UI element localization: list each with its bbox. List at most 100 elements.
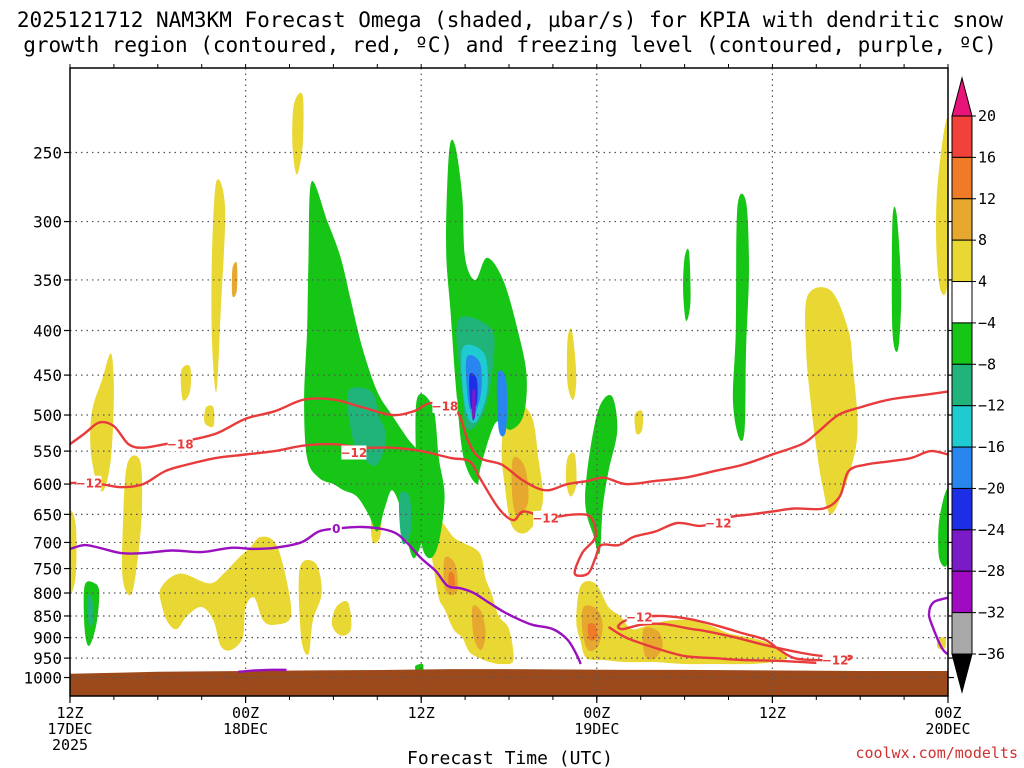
omega-region-pos12-26 xyxy=(448,571,456,590)
x-tick-label-60-0: 00Z xyxy=(934,704,961,722)
y-tick-label-800: 800 xyxy=(33,584,62,603)
y-tick-label-950: 950 xyxy=(33,649,62,668)
colorbar-box-4 xyxy=(951,281,973,324)
x-tick-label-36-0: 00Z xyxy=(583,704,610,722)
omega-region-neg4-31 xyxy=(585,395,618,555)
colorbar-box-3 xyxy=(951,239,973,283)
colorbar-label-0: 20 xyxy=(978,107,996,125)
omega-region-neg16-44 xyxy=(496,370,508,437)
purple-contour-label-0: 0 xyxy=(332,522,340,536)
colorbar-box-11 xyxy=(951,570,973,614)
y-tick-label-1000: 1000 xyxy=(23,669,62,688)
y-tick-label-900: 900 xyxy=(33,629,62,648)
x-tick-label-0-1: 17DEC xyxy=(47,720,92,738)
purple-contour-1 xyxy=(238,668,287,673)
omega-region-pos4-2 xyxy=(211,179,226,393)
colorbar-label-9: −20 xyxy=(978,479,1005,497)
x-tick-label-12-1: 18DEC xyxy=(223,720,268,738)
y-tick-label-550: 550 xyxy=(33,442,62,461)
colorbar-label-11: −28 xyxy=(978,562,1005,580)
y-tick-label-600: 600 xyxy=(33,475,62,494)
red-contour-label-7: −12 xyxy=(822,654,849,668)
red-contour-label-6: −12 xyxy=(626,610,653,624)
red-contour-label-4: −12 xyxy=(532,511,559,525)
colorbar-label-6: −8 xyxy=(978,355,996,373)
y-tick-label-300: 300 xyxy=(33,213,62,232)
omega-region-pos4-13 xyxy=(576,580,788,665)
title-line-1: 2025121712 NAM3KM Forecast Omega (shaded… xyxy=(17,8,1004,32)
omega-region-pos8-25 xyxy=(231,261,238,298)
purple-contour-0 xyxy=(70,525,582,665)
ground-surface xyxy=(70,669,948,696)
omega-region-pos4-9 xyxy=(426,513,514,665)
omega-region-pos12-27 xyxy=(587,623,598,641)
x-tick-label-60-1: 20DEC xyxy=(925,720,970,738)
omega-region-pos8-24 xyxy=(642,627,663,660)
y-tick-label-650: 650 xyxy=(33,505,62,524)
y-tick-label-400: 400 xyxy=(33,322,62,341)
omega-region-pos8-21 xyxy=(471,605,486,651)
red-contour-label-0: −18 xyxy=(167,438,194,452)
omega-region-pos8-22 xyxy=(511,456,529,515)
red-label-bg-0 xyxy=(167,437,193,452)
colorbar-box-12 xyxy=(951,612,973,655)
colorbar-box-5 xyxy=(951,322,973,365)
red-label-bg-1 xyxy=(432,398,458,413)
omega-region-pos4-14 xyxy=(805,287,858,515)
colorbar-label-7: −12 xyxy=(978,397,1005,415)
colorbar-top-triangle xyxy=(951,76,973,117)
omega-region-neg4-32 xyxy=(683,248,691,322)
colorbar-label-5: −4 xyxy=(978,314,996,332)
colorbar-label-1: 16 xyxy=(978,148,996,166)
red-label-bg-3 xyxy=(341,445,367,460)
red-label-bg-2 xyxy=(76,475,102,490)
credit-text: coolwx.com/modelts xyxy=(855,744,1018,762)
chart-title: 2025121712 NAM3KM Forecast Omega (shaded… xyxy=(17,8,1004,57)
x-tick-label-48-0: 12Z xyxy=(759,704,786,722)
x-axis-label: Forecast Time (UTC) xyxy=(407,748,613,768)
colorbar-box-7 xyxy=(951,405,973,448)
omega-region-neg8-41 xyxy=(398,491,412,545)
colorbar-box-1 xyxy=(951,156,973,200)
omega-region-pos4-1 xyxy=(121,455,143,596)
colorbar-box-6 xyxy=(951,363,973,407)
omega-region-pos4-15 xyxy=(936,118,948,296)
red-contour-2 xyxy=(70,442,948,578)
red-contour-label-2: −12 xyxy=(76,476,103,490)
omega-region-pos4-6 xyxy=(331,601,352,636)
colorbar-label-3: 8 xyxy=(978,231,987,249)
purple-label-bg-0 xyxy=(330,521,342,536)
purple-contour-2 xyxy=(927,596,948,656)
title-line-2: growth region (contoured, red, ºC) and f… xyxy=(23,33,997,57)
colorbar-box-9 xyxy=(951,487,973,531)
y-tick-label-450: 450 xyxy=(33,366,62,385)
omega-region-pos4-17 xyxy=(292,92,304,175)
colorbar-box-0 xyxy=(951,115,973,158)
colorbar-box-2 xyxy=(951,198,973,241)
x-tick-label-12-0: 00Z xyxy=(232,704,259,722)
colorbar-label-13: −36 xyxy=(978,645,1005,663)
colorbar-label-2: 12 xyxy=(978,190,996,208)
x-tick-label-24-0: 12Z xyxy=(408,704,435,722)
grid xyxy=(70,68,948,696)
omega-region-pos4-4 xyxy=(159,536,292,651)
colorbar-label-10: −24 xyxy=(978,521,1005,539)
y-tick-label-350: 350 xyxy=(33,271,62,290)
y-axis: 250 300 350 400 450 500 550 600 650 700 750 800 850 9… xyxy=(23,144,954,688)
omega-region-neg4-29 xyxy=(415,393,445,559)
omega-region-pos4-11 xyxy=(566,328,577,400)
omega-region-neg4-28 xyxy=(304,180,426,559)
omega-region-neg24-46 xyxy=(472,388,476,421)
contour-labels: −18 −18 −12 −12 −12 −12 −12 −12 0 xyxy=(76,398,849,668)
ground-fill xyxy=(70,669,948,696)
red-contour-label-3: −12 xyxy=(341,446,368,460)
colorbar-box-8 xyxy=(951,446,973,489)
x-tick-label-36-1: 19DEC xyxy=(574,720,619,738)
y-tick-label-500: 500 xyxy=(33,406,62,425)
x-tick-label-0-0: 12Z xyxy=(56,704,83,722)
red-label-bg-5 xyxy=(705,516,731,531)
red-label-bg-7 xyxy=(822,653,848,668)
omega-region-neg4-33 xyxy=(732,193,749,441)
